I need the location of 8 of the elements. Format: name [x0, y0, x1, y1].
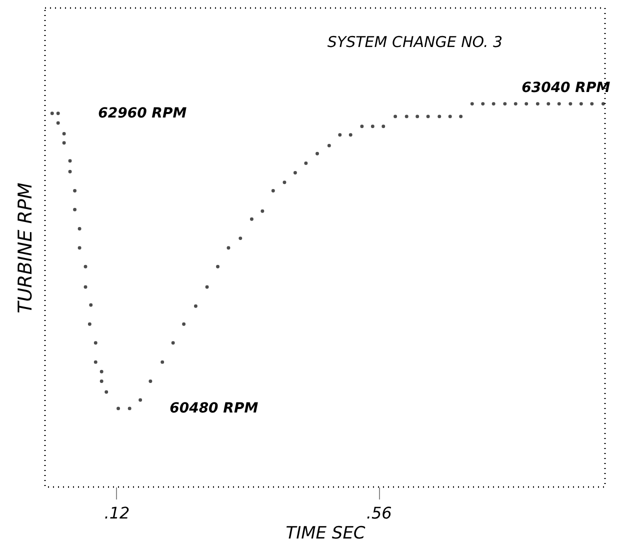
x-axis-title: TIME SEC — [286, 524, 366, 544]
chart-title: SYSTEM CHANGE NO. 3 — [327, 33, 503, 51]
annotation: 63040 RPM — [522, 80, 610, 96]
annotation: 60480 RPM — [170, 400, 258, 416]
x-tick-label: .12 — [104, 504, 130, 522]
x-tick-label: .56 — [366, 504, 392, 522]
annotation: 62960 RPM — [98, 105, 187, 122]
y-axis-title: TURBINE RPM — [14, 182, 36, 314]
